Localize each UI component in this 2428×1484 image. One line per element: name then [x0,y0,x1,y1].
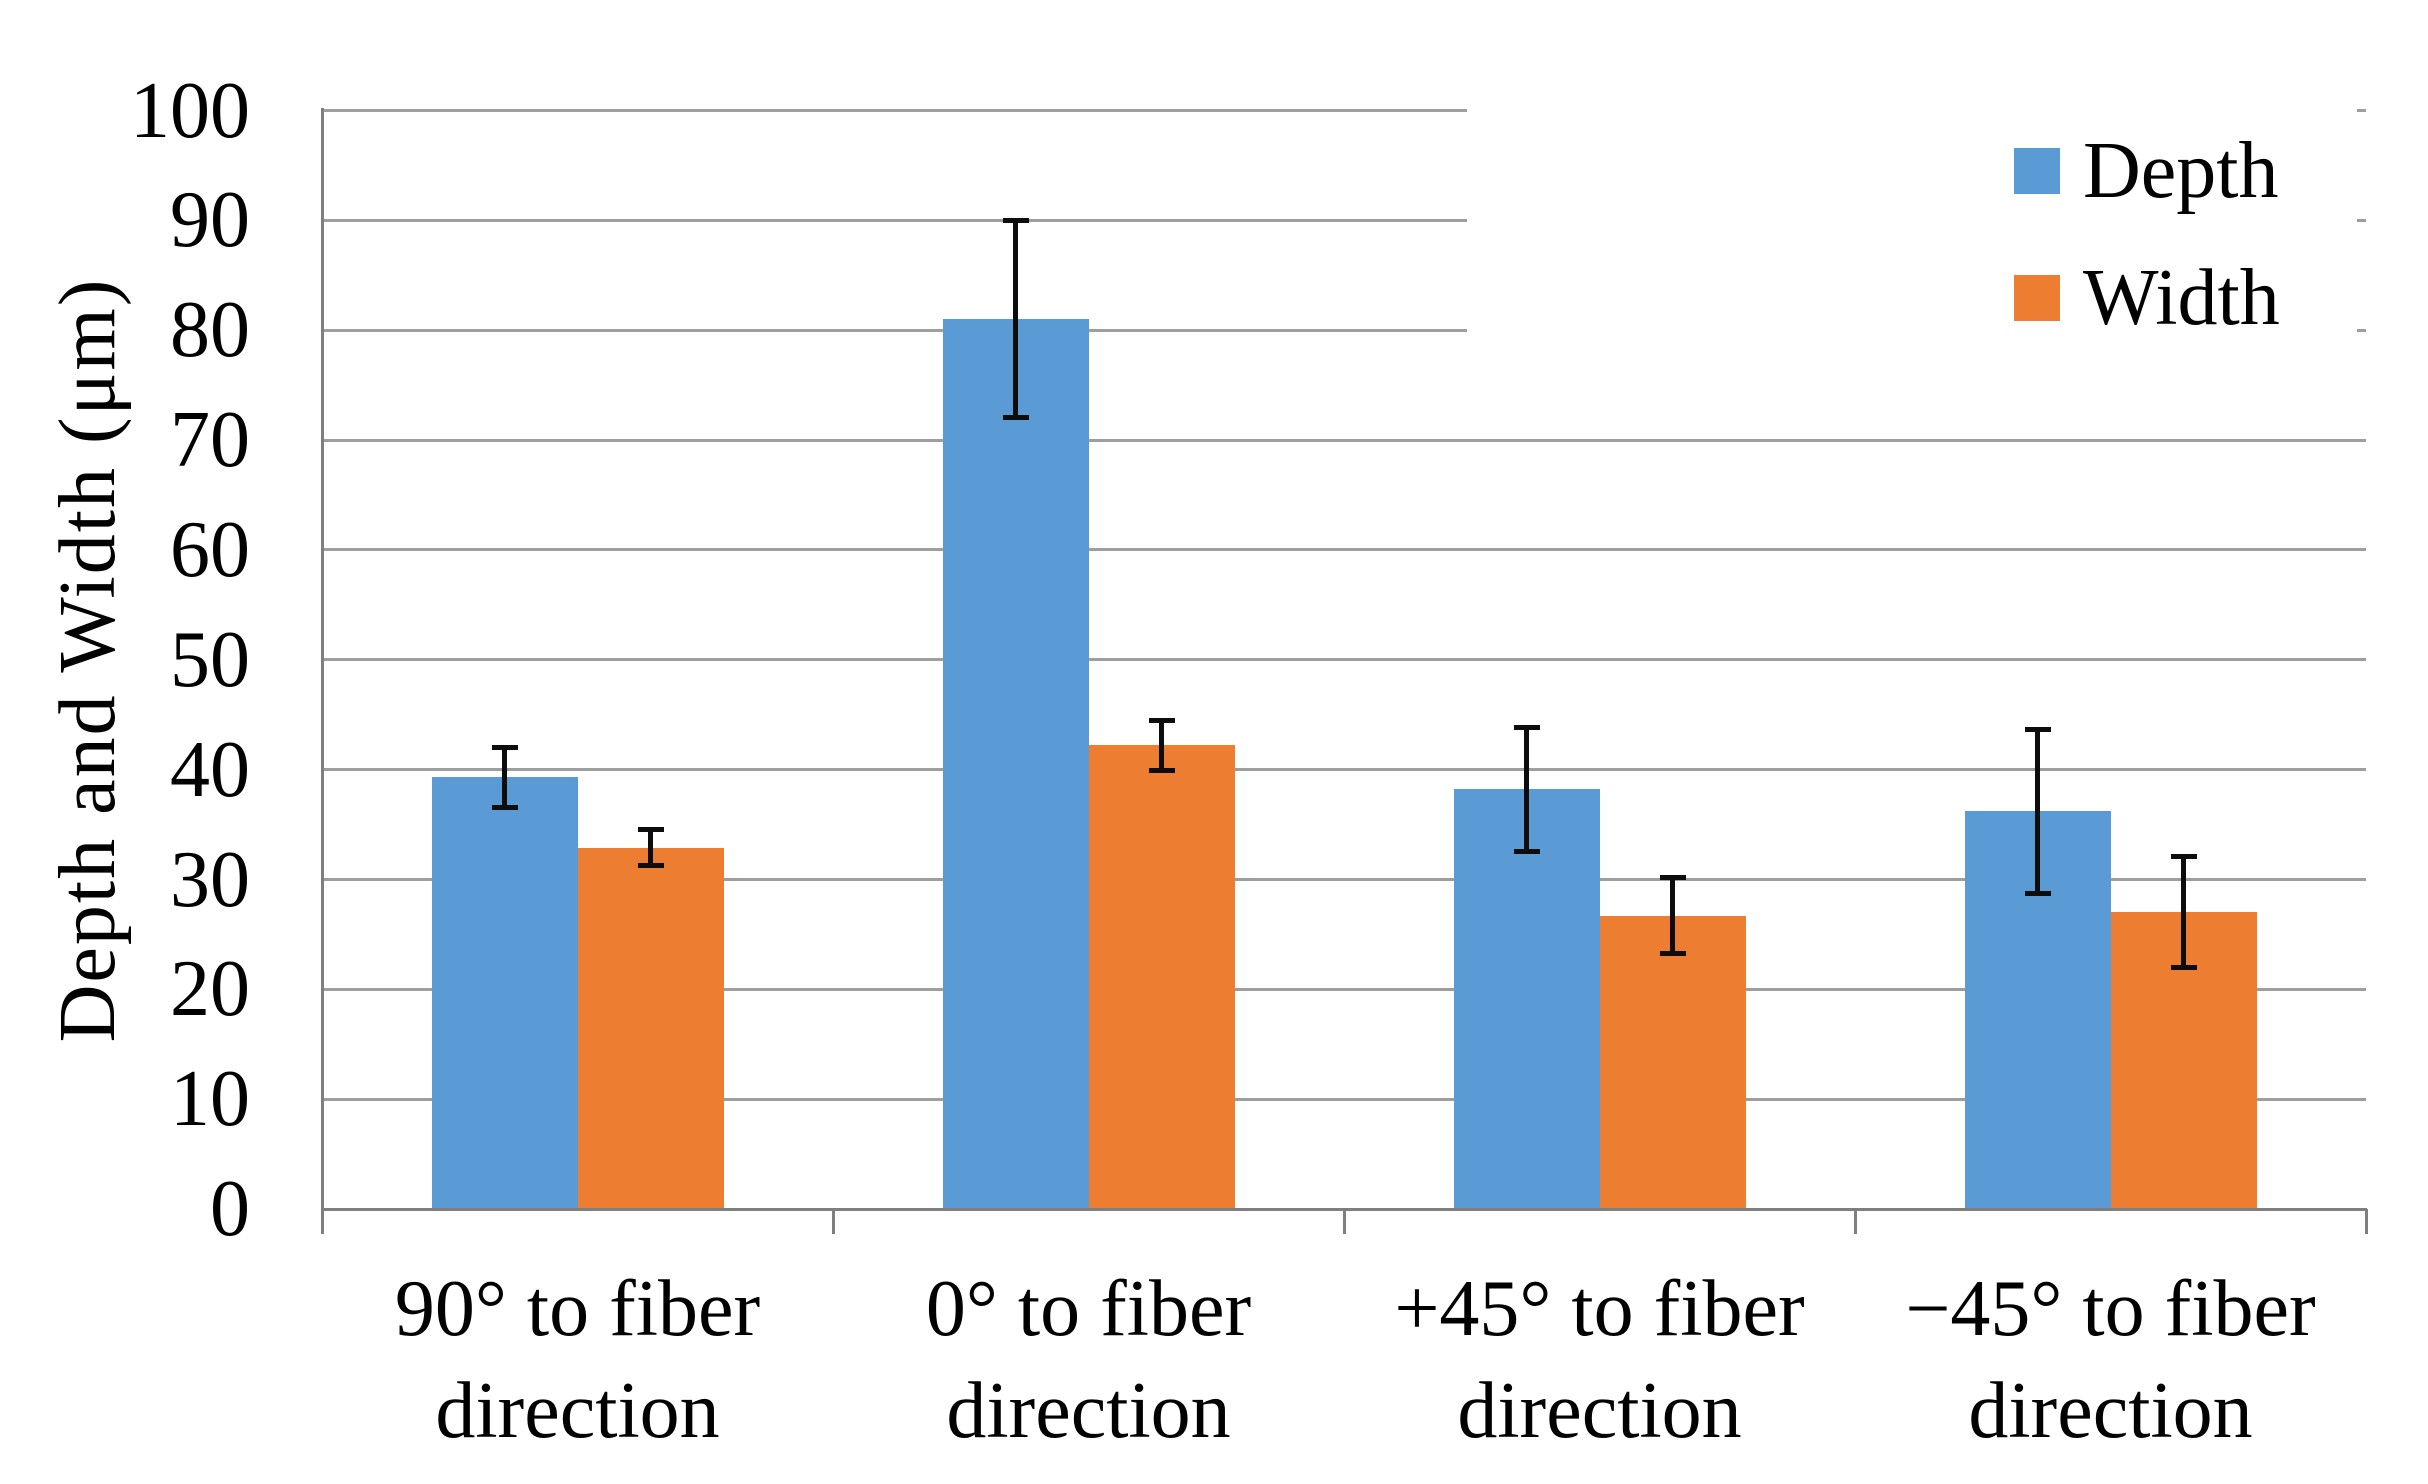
legend-label-width: Width [2083,254,2280,342]
error-bar-cap-bottom [2170,965,2197,971]
y-tick-label-30: 30 [170,835,250,924]
error-bar-line [1524,726,1529,852]
gridline-40 [322,768,2366,772]
error-bar-cap-top [491,744,518,750]
x-category-label-line: −45° to fiber [1905,1265,2316,1353]
error-bar-cap-top [1513,724,1540,730]
bar-width-0 [577,847,724,1209]
y-tick-label-40: 40 [170,725,250,814]
y-axis-line [321,108,324,1234]
x-category-label-line: direction [1968,1367,2253,1455]
bar-depth-2 [1453,789,1600,1209]
x-category-label-1: 0° to fiber direction [779,1258,1399,1462]
legend-background [1467,85,2357,420]
y-tick-label-90: 90 [170,176,250,265]
x-category-label-line: +45° to fiber [1394,1265,1805,1353]
gridline-60 [322,548,2366,552]
gridline-10 [322,1097,2366,1101]
error-bar-cap-top [1659,875,1686,881]
error-bar-cap-top [637,826,664,832]
y-tick-label-0: 0 [210,1165,250,1253]
bar-width-2 [1599,915,1746,1209]
error-bar-line [1159,720,1164,771]
error-bar-line [1013,220,1018,419]
x-category-label-2: +45° to fiber direction [1290,1258,1910,1462]
y-tick-label-10: 10 [170,1055,250,1144]
x-category-label-line: direction [435,1367,720,1455]
bar-depth-0 [431,777,578,1209]
x-axis-tick [2364,1209,2368,1234]
error-bar-cap-top [1002,218,1029,224]
error-bar-line [2035,729,2040,894]
gridline-100 [322,109,2366,112]
error-bar-cap-bottom [2024,890,2051,896]
error-bar-cap-bottom [1148,767,1175,773]
error-bar-line [1670,877,1675,955]
y-tick-label-80: 80 [170,286,250,375]
gridline-20 [322,987,2366,991]
y-tick-label-50: 50 [170,615,250,704]
error-bar-cap-bottom [1513,849,1540,854]
x-category-label-line: direction [1457,1367,1742,1455]
bar-depth-1 [942,319,1089,1209]
x-category-label-line: 0° to fiber [925,1265,1252,1353]
gridline-70 [322,438,2366,442]
bar-width-1 [1088,745,1235,1209]
error-bar-cap-bottom [637,863,664,869]
x-axis-tick [831,1209,835,1234]
y-tick-label-100: 100 [130,66,250,155]
gridline-30 [322,878,2366,881]
y-tick-label-60: 60 [170,505,250,594]
error-bar-cap-top [2024,727,2051,732]
legend-swatch-width [2014,275,2060,321]
x-category-label-line: 90° to fiber [394,1265,761,1353]
gridline-80 [322,328,2366,332]
error-bar-cap-bottom [1659,951,1686,957]
error-bar-line [648,828,653,867]
x-category-label-0: 90° to fiber direction [268,1258,888,1462]
y-tick-label-20: 20 [170,945,250,1034]
legend-swatch-depth [2014,148,2060,194]
error-bar-line [2181,856,2186,969]
legend-label-depth: Depth [2083,127,2279,215]
gridline-50 [322,658,2366,662]
error-bar-cap-bottom [491,805,518,810]
x-axis-tick [1342,1209,1346,1234]
y-tick-label-70: 70 [170,396,250,485]
x-category-label-3: −45° to fiber direction [1801,1258,2421,1462]
x-category-label-line: direction [946,1367,1231,1455]
error-bar-cap-top [2170,854,2197,860]
error-bar-cap-top [1148,718,1175,724]
error-bar-line [502,746,507,808]
x-axis-tick [1853,1209,1857,1234]
error-bar-cap-bottom [1002,415,1029,421]
gridline-90 [322,218,2366,222]
